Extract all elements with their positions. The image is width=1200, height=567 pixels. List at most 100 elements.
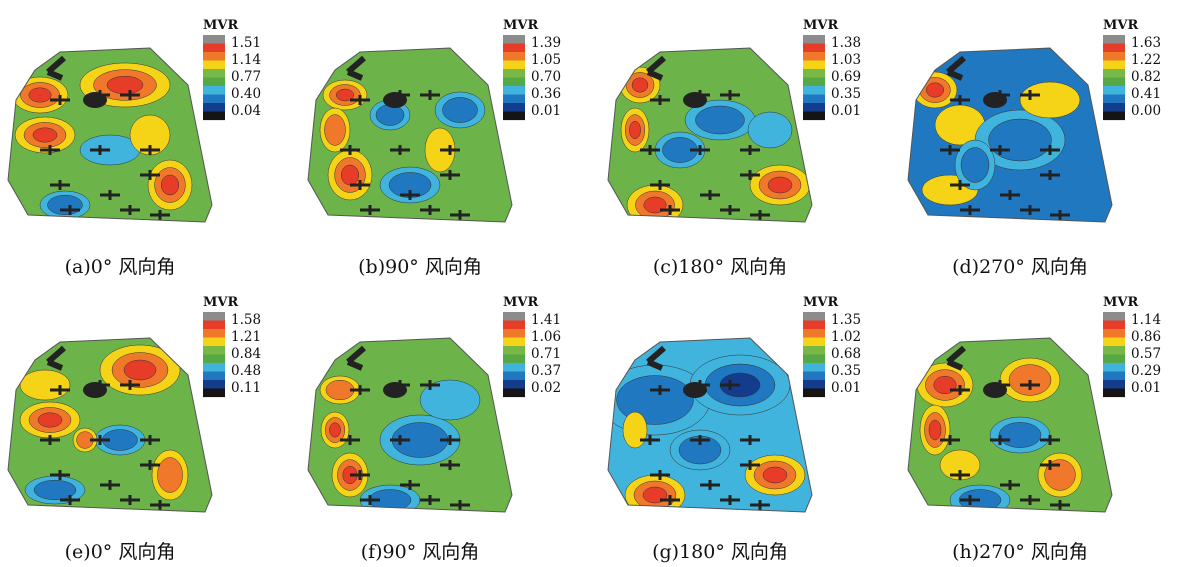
legend-swatch: [503, 112, 525, 121]
legend-label: 0.01: [831, 380, 861, 396]
legend-label: 1.03: [831, 52, 861, 68]
legend-label: 0.11: [231, 380, 261, 396]
legend-swatch: [203, 372, 225, 381]
legend-swatch: [503, 312, 525, 321]
panel-caption: (a)0° 风向角: [65, 256, 176, 278]
legend-swatch: [203, 321, 225, 330]
legend-label: 0.00: [1131, 103, 1161, 119]
legend-label: 1.14: [231, 52, 261, 68]
legend-swatch: [803, 372, 825, 381]
legend-swatch: [503, 95, 525, 104]
legend-swatch: [203, 35, 225, 44]
panel: MVR1.351.020.680.350.01(g)180° 风向角: [600, 295, 861, 563]
legend-swatch: [803, 103, 825, 112]
contour-map: [908, 338, 1112, 515]
legend-swatch: [803, 35, 825, 44]
legend-swatch: [1103, 69, 1125, 78]
legend-swatch: [503, 355, 525, 364]
legend-title: MVR: [503, 18, 538, 33]
legend-swatch: [503, 61, 525, 70]
legend-label: 1.41: [531, 312, 561, 328]
legend-swatch: [1103, 61, 1125, 70]
legend-swatch: [1103, 78, 1125, 87]
legend-label: 0.01: [831, 103, 861, 119]
legend-swatch: [503, 346, 525, 355]
legend-label: 1.14: [1131, 312, 1161, 328]
legend-swatch: [1103, 329, 1125, 338]
legend-swatch: [1103, 86, 1125, 95]
panel-caption: (g)180° 风向角: [652, 541, 788, 563]
legend-swatch: [803, 86, 825, 95]
legend-title: MVR: [203, 295, 238, 310]
legend-swatch: [203, 52, 225, 61]
panel-caption: (c)180° 风向角: [653, 256, 787, 278]
legend-swatch: [203, 112, 225, 121]
legend-swatch: [503, 78, 525, 87]
legend-swatch: [803, 338, 825, 347]
legend-label: 0.37: [531, 363, 561, 379]
legend-swatch: [803, 95, 825, 104]
legend-swatch: [503, 338, 525, 347]
legend-swatch: [1103, 44, 1125, 53]
legend-swatch: [803, 380, 825, 389]
legend-label: 1.06: [531, 329, 561, 345]
legend-swatch: [803, 312, 825, 321]
legend-label: 1.02: [831, 329, 861, 345]
legend-label: 0.77: [231, 69, 261, 85]
legend-swatch: [803, 346, 825, 355]
legend-label: 0.41: [1131, 86, 1161, 102]
legend-label: 0.70: [531, 69, 561, 85]
legend-swatch: [1103, 35, 1125, 44]
legend-swatch: [503, 389, 525, 398]
contour-map: [8, 338, 212, 512]
panel-caption: (f)90° 风向角: [361, 541, 480, 563]
legend-label: 0.29: [1131, 363, 1161, 379]
legend-swatch: [203, 355, 225, 364]
legend-swatch: [203, 363, 225, 372]
legend-label: 1.63: [1131, 35, 1161, 51]
contour-map: [308, 48, 512, 222]
legend-swatch: [803, 69, 825, 78]
legend-swatch: [203, 329, 225, 338]
legend-label: 1.51: [231, 35, 261, 51]
legend-label: 1.39: [531, 35, 561, 51]
legend-title: MVR: [503, 295, 538, 310]
legend-swatch: [203, 44, 225, 53]
legend-label: 0.48: [231, 363, 261, 379]
legend-swatch: [503, 86, 525, 95]
legend-label: 0.82: [1131, 69, 1161, 85]
contour-map: [908, 48, 1112, 222]
figure: MVR1.511.140.770.400.04(a)0° 风向角MVR1.391…: [0, 0, 1200, 567]
legend-label: 0.71: [531, 346, 561, 362]
legend-label: 0.57: [1131, 346, 1161, 362]
legend-swatch: [803, 61, 825, 70]
legend-swatch: [203, 389, 225, 398]
panel: MVR1.140.860.570.290.01(h)270° 风向角: [908, 295, 1161, 563]
legend-swatch: [503, 44, 525, 53]
legend-label: 1.58: [231, 312, 261, 328]
legend-swatch: [503, 329, 525, 338]
legend-swatch: [203, 380, 225, 389]
legend-label: 0.01: [531, 103, 561, 119]
legend-label: 1.35: [831, 312, 861, 328]
legend-label: 1.05: [531, 52, 561, 68]
legend-swatch: [203, 312, 225, 321]
legend-label: 0.40: [231, 86, 261, 102]
legend-swatch: [1103, 346, 1125, 355]
legend-swatch: [1103, 363, 1125, 372]
panel: MVR1.391.050.700.360.01(b)90° 风向角: [308, 18, 561, 278]
legend-swatch: [203, 86, 225, 95]
legend-swatch: [1103, 321, 1125, 330]
legend-label: 1.38: [831, 35, 861, 51]
legend-swatch: [503, 35, 525, 44]
legend-label: 0.01: [1131, 380, 1161, 396]
legend-swatch: [803, 355, 825, 364]
legend-swatch: [1103, 372, 1125, 381]
legend-swatch: [803, 44, 825, 53]
legend-label: 0.36: [531, 86, 561, 102]
legend-swatch: [503, 380, 525, 389]
